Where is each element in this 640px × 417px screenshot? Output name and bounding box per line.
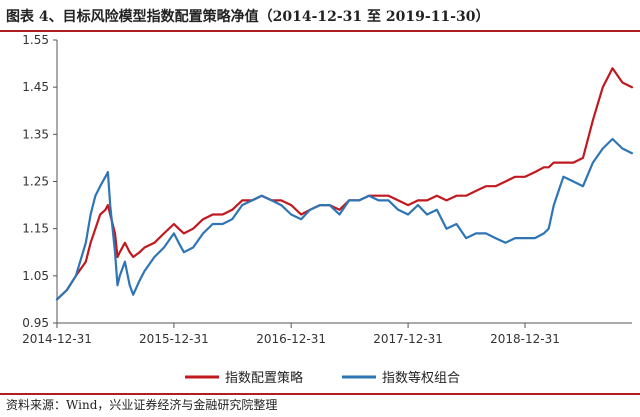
legend-label-2: 指数等权组合 [382,370,460,386]
x-tick-label: 2018-12-31 [490,332,560,346]
legend: 指数配置策略 指数等权组合 [185,370,460,386]
chart-title: 图表 4、目标风险模型指数配置策略净值（2014-12-31 至 2019-11… [6,9,490,25]
series-line-1 [55,67,634,301]
y-tick-label: 1.25 [22,175,49,189]
title-divider [0,30,640,32]
y-tick-label: 1.05 [22,269,49,283]
legend-label-1: 指数配置策略 [225,370,303,386]
x-tick-label: 2015-12-31 [139,332,209,346]
axes: 0.95 1.05 1.15 1.25 1.35 1.45 1.55 2014-12-31 20… [22,33,632,346]
y-tick-label: 1.35 [22,127,49,141]
y-tick-label: 1.15 [22,222,49,236]
series-lines [55,67,634,301]
y-tick-label: 1.45 [22,80,49,94]
x-tick-label: 2017-12-31 [373,332,443,346]
y-tick-label: 0.95 [22,316,49,330]
series-line-2 [55,137,634,301]
y-tick-label: 1.55 [22,33,49,47]
x-tick-label: 2014-12-31 [22,332,92,346]
x-tick-label: 2016-12-31 [256,332,326,346]
source-divider [0,393,640,395]
source-note: 资料来源：Wind，兴业证券经济与金融研究院整理 [6,398,278,412]
